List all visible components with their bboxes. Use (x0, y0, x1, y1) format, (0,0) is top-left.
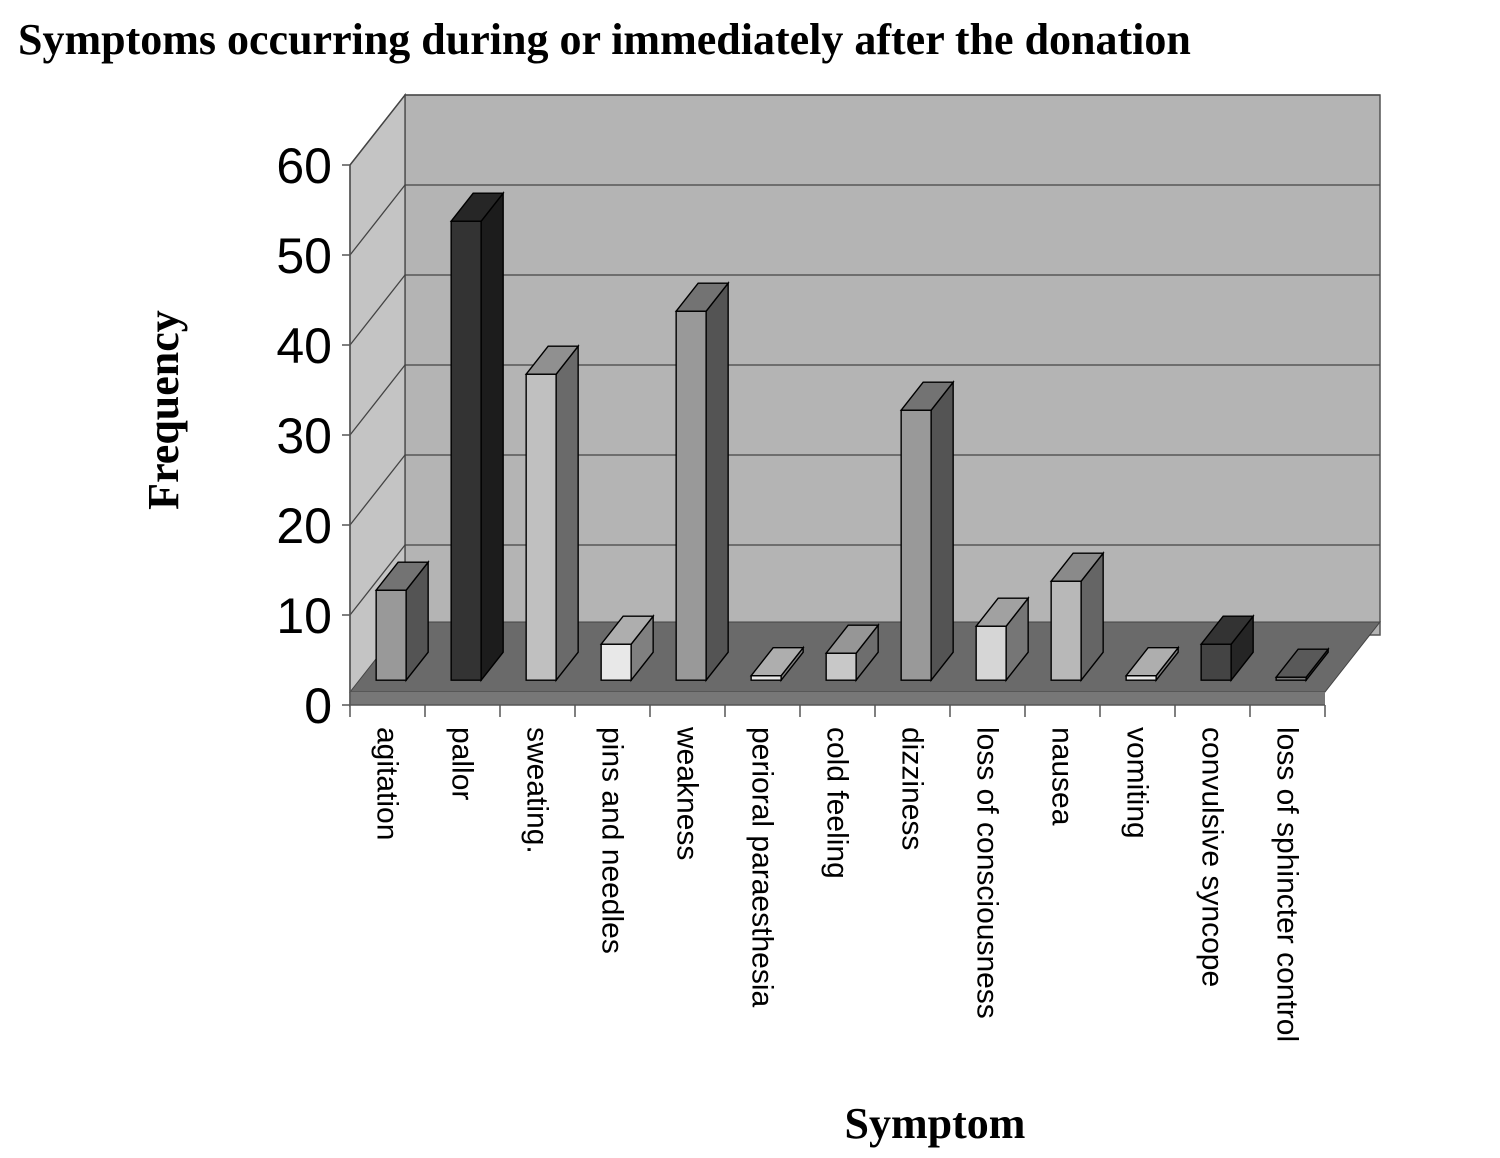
bar-top (449, 192, 505, 222)
bar (1199, 614, 1255, 683)
x-tick-label: convulsive syncope (1196, 727, 1229, 987)
bar-side (555, 344, 579, 683)
bar (824, 623, 880, 683)
y-tick-label: 60 (276, 138, 332, 194)
gridline (349, 184, 1380, 256)
x-tick-label: weakness (671, 726, 704, 860)
x-tick-label: pallor (446, 727, 479, 800)
gridline (349, 454, 1380, 526)
bar-top (1199, 615, 1255, 645)
x-tick-label: cold feeling (821, 727, 854, 879)
bar (974, 596, 1030, 683)
bar (674, 281, 730, 683)
chart-walls (349, 92, 1381, 708)
bar-top (1274, 648, 1330, 678)
bar (1124, 645, 1180, 683)
y-tick-label: 0 (304, 678, 332, 734)
x-tick-label: loss of sphincter control (1271, 727, 1304, 1042)
bar-front (375, 589, 407, 681)
y-tick-label: 30 (276, 408, 332, 464)
bar (1274, 647, 1330, 683)
y-tick-label: 10 (276, 588, 332, 644)
x-axis (349, 704, 1326, 717)
bar-top (1049, 552, 1105, 582)
bar-front (825, 652, 857, 681)
bar (599, 614, 655, 683)
bar-top (899, 381, 955, 411)
bar-side (480, 191, 504, 683)
bar-top (524, 345, 580, 375)
bar (524, 344, 580, 683)
bar (449, 191, 505, 683)
y-axis: 0 10 20 30 40 50 60 (276, 138, 351, 734)
y-tick-label: 20 (276, 498, 332, 554)
x-tick-label: sweating. (521, 727, 554, 854)
bar-front (525, 373, 557, 681)
bar (899, 380, 955, 683)
x-tick-label: pins and needles (596, 727, 629, 954)
bar-front (975, 625, 1007, 681)
y-tick-label: 50 (276, 228, 332, 284)
x-tick-label: loss of consciousness (971, 727, 1004, 1019)
bar (749, 645, 805, 683)
x-tick-label: dizziness (896, 727, 929, 850)
bar-front (1050, 580, 1082, 681)
bar-top (674, 282, 730, 312)
gridline (349, 364, 1380, 436)
bar-front (900, 409, 932, 681)
gridline (349, 274, 1380, 346)
x-tick-label: agitation (371, 727, 404, 840)
y-axis-title: Frequency (139, 310, 188, 510)
y-tick-label: 40 (276, 318, 332, 374)
gridlines (349, 94, 1380, 616)
bars (374, 191, 1330, 683)
bar-front (600, 643, 632, 681)
bar-front (450, 220, 482, 681)
category-labels: agitation pallor sweating. pins and needles… (371, 726, 1304, 1042)
x-axis-title: Symptom (845, 1099, 1026, 1148)
x-tick-label: vomiting (1121, 727, 1154, 839)
gridline (349, 94, 1380, 166)
gridline (349, 544, 1380, 616)
bar-front (1200, 643, 1232, 681)
bar-top (749, 647, 805, 677)
bar-front (675, 310, 707, 681)
chart-title: Symptoms occurring during or immediately… (18, 15, 1191, 64)
bar-top (1124, 647, 1180, 677)
bar (1049, 551, 1105, 683)
bar-top (599, 615, 655, 645)
x-tick-label: nausea (1046, 727, 1079, 826)
bar-top (374, 561, 430, 591)
bar-top (974, 597, 1030, 627)
bar-top (824, 624, 880, 654)
x-tick-label: perioral paraesthesia (746, 727, 779, 1007)
floor-front (350, 692, 1325, 705)
bar-side (705, 281, 729, 683)
bar-side (930, 380, 954, 683)
bar (374, 560, 430, 683)
